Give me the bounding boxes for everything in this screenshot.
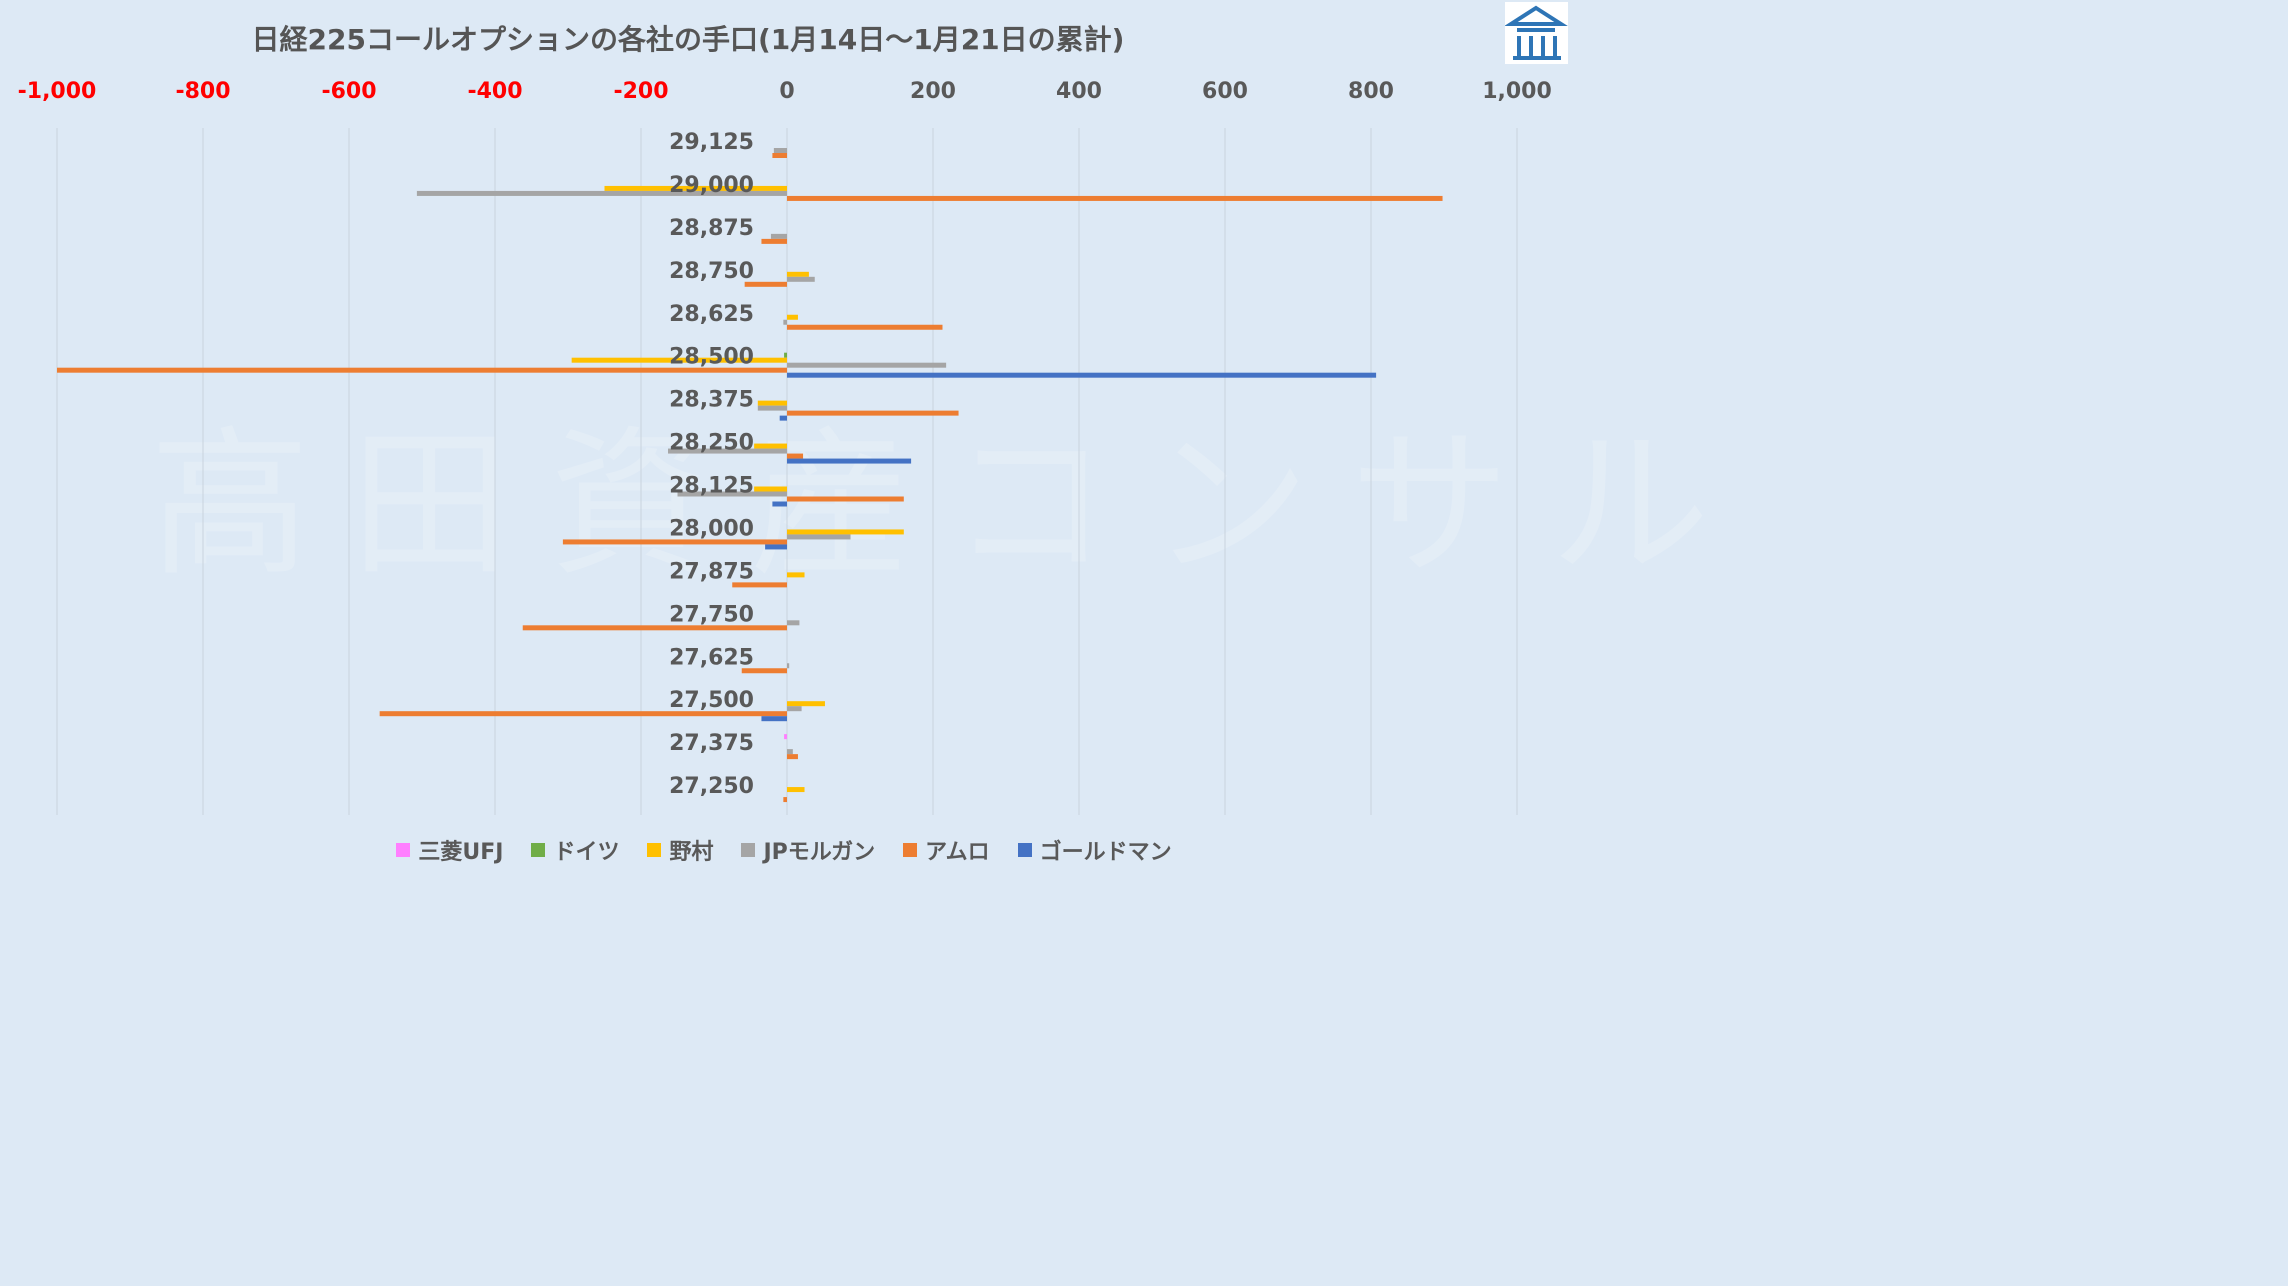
category-label: 27,625 [669, 645, 754, 670]
legend-label: 野村 [669, 840, 714, 865]
bar-3-9 [787, 534, 851, 540]
legend-swatch [647, 843, 662, 857]
bar-4-14 [787, 754, 798, 760]
category-label: 28,875 [669, 216, 754, 241]
legend-item: JPモルガン [741, 834, 875, 866]
category-label: 28,000 [669, 516, 754, 541]
bar-4-12 [741, 668, 787, 674]
bar-4-4 [787, 324, 943, 330]
bar-4-10 [732, 582, 787, 588]
bar-4-13 [379, 711, 787, 717]
legend-swatch [903, 843, 918, 857]
legend-label: ゴールドマン [1039, 840, 1172, 865]
bar-2-13 [787, 701, 825, 707]
bar-3-0 [773, 148, 787, 153]
category-label: 27,375 [669, 731, 754, 756]
bar-5-13 [761, 716, 787, 722]
x-tick-label: 1,000 [1482, 79, 1552, 104]
bar-2-4 [787, 314, 798, 320]
legend-item: 野村 [647, 834, 713, 866]
bar-4-15 [783, 797, 787, 803]
bar-5-7 [787, 458, 912, 464]
bar-3-13 [787, 706, 802, 712]
bar-2-15 [787, 787, 805, 793]
category-label: 27,875 [669, 559, 754, 584]
x-tick-label: -600 [321, 79, 376, 104]
category-label: 28,125 [669, 474, 754, 499]
watermark: 高田資産コンサル [150, 411, 1751, 598]
x-tick-label: 600 [1202, 79, 1248, 104]
category-label: 28,500 [669, 345, 754, 370]
bar-4-7 [787, 453, 804, 459]
x-tick-label: -800 [175, 79, 230, 104]
category-label: 27,750 [669, 602, 754, 627]
legend-item: ドイツ [531, 834, 619, 866]
bar-3-1 [416, 190, 787, 196]
bar-2-10 [787, 572, 805, 578]
x-tick-label: 400 [1056, 79, 1102, 104]
category-label: 29,125 [669, 130, 754, 155]
legend-item: ゴールドマン [1017, 834, 1172, 866]
chart-title: 日経225コールオプションの各社の手口(1月14日〜1月21日の累計) [251, 23, 1125, 56]
x-tick-label: -1,000 [18, 79, 97, 104]
bar-chart: -1,000 -800 -600 -400 -200 0 200 400 600 800 1,000… [18, 79, 1552, 815]
bar-3-12 [787, 663, 790, 669]
legend-swatch [741, 843, 756, 857]
bar-0-14 [784, 734, 787, 740]
bar-5-8 [772, 501, 787, 507]
category-label: 28,625 [669, 302, 754, 327]
bar-5-5 [787, 372, 1377, 378]
bar-2-8 [754, 486, 787, 492]
x-tick-label: -200 [613, 79, 668, 104]
bar-4-0 [772, 153, 787, 158]
bar-2-3 [787, 271, 809, 277]
category-label: 27,500 [669, 688, 754, 713]
bar-2-6 [757, 400, 787, 406]
bar-2-7 [754, 443, 787, 449]
bar-4-9 [562, 539, 787, 545]
bar-3-2 [770, 233, 787, 239]
bar-4-1 [787, 195, 1443, 201]
bar-3-4 [783, 319, 787, 325]
category-label: 29,000 [669, 173, 754, 198]
x-tick-label: 200 [910, 79, 956, 104]
bar-4-8 [787, 496, 904, 502]
bar-2-9 [787, 529, 904, 535]
bar-3-11 [787, 620, 800, 626]
legend-item: アムロ [903, 834, 990, 866]
bar-3-3 [787, 276, 815, 282]
bar-4-3 [744, 281, 787, 287]
x-tick-label: 0 [779, 79, 794, 104]
category-label: 28,750 [669, 259, 754, 284]
legend-label: JPモルガン [763, 840, 876, 865]
bar-2-5 [571, 357, 787, 363]
category-label: 28,375 [669, 388, 754, 413]
bar-3-8 [677, 491, 787, 497]
bar-1-5 [784, 352, 787, 358]
bar-3-5 [787, 362, 947, 368]
bar-5-6 [779, 415, 787, 421]
bar-4-5 [57, 367, 787, 373]
building-logo-icon [1504, 2, 1568, 64]
legend-item: 三菱UFJ [396, 834, 503, 866]
bar-4-2 [761, 238, 787, 244]
legend-swatch [1017, 843, 1032, 857]
x-tick-label: -400 [467, 79, 522, 104]
bar-2-1 [604, 185, 787, 191]
legend-swatch [531, 843, 546, 857]
legend-label: 三菱UFJ [418, 840, 504, 865]
category-label: 27,250 [669, 774, 754, 799]
legend: 三菱UFJ ドイツ 野村 JPモルガン アムロ ゴールドマン [0, 834, 1568, 866]
legend-label: アムロ [925, 840, 990, 865]
bar-4-11 [522, 625, 787, 631]
bar-3-7 [668, 448, 787, 454]
bar-3-14 [787, 749, 793, 755]
bar-3-6 [757, 405, 787, 411]
category-label: 28,250 [669, 431, 754, 456]
legend-label: ドイツ [553, 840, 620, 865]
x-tick-label: 800 [1348, 79, 1394, 104]
bar-5-9 [765, 544, 787, 550]
legend-swatch [396, 843, 411, 857]
bar-4-6 [787, 410, 959, 416]
